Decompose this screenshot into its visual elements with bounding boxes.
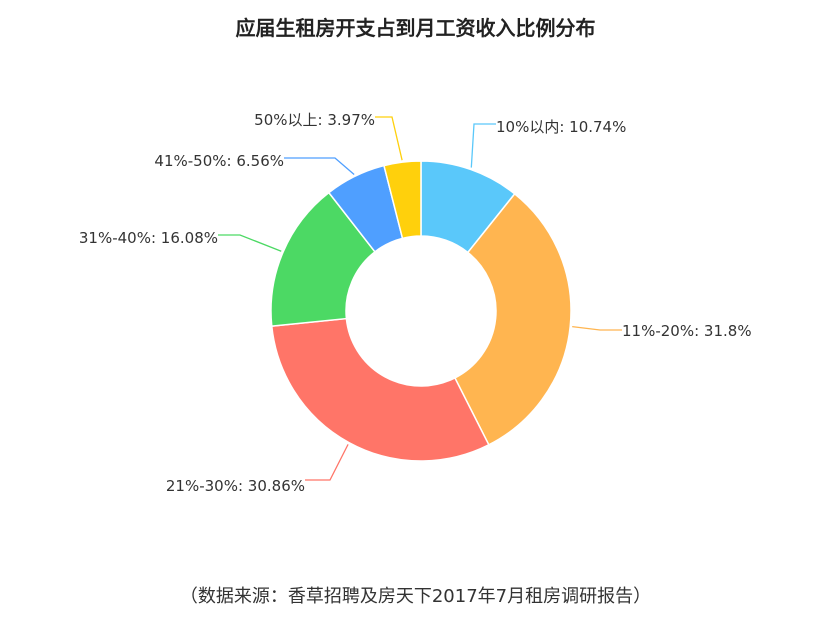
leader-line-2 xyxy=(572,325,622,331)
slice-label-2: 11%-20%: 31.8% xyxy=(622,322,752,340)
label-leader-lines xyxy=(218,116,622,481)
donut-slices xyxy=(270,160,572,462)
slice-2 xyxy=(453,192,572,446)
slice-3 xyxy=(270,317,490,462)
slice-labels: 10%以内: 10.74% 11%-20%: 31.8% 21%-30%: 30.8… xyxy=(79,111,752,495)
slice-label-5: 41%-50%: 6.56% xyxy=(154,152,284,170)
slice-label-1: 10%以内: 10.74% xyxy=(496,118,626,136)
slice-6 xyxy=(383,160,422,240)
leader-line-3 xyxy=(305,444,349,481)
leader-line-5 xyxy=(284,157,355,175)
data-source-note: （数据来源：香草招聘及房天下2017年7月租房调研报告） xyxy=(179,586,652,607)
slice-label-4: 31%-40%: 16.08% xyxy=(79,229,218,247)
leader-line-6 xyxy=(375,116,403,161)
leader-line-4 xyxy=(218,234,282,252)
slice-label-3: 21%-30%: 30.86% xyxy=(166,477,305,495)
leader-line-1 xyxy=(470,123,496,168)
chart-title: 应届生租房开支占到月工资收入比例分布 xyxy=(235,16,596,40)
slice-label-6: 50%以上: 3.97% xyxy=(254,111,375,129)
